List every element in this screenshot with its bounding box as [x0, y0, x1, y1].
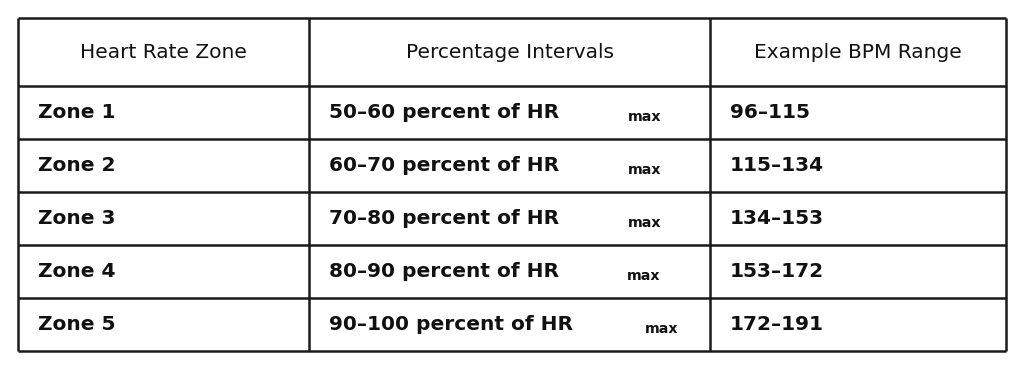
Text: 80–90 percent of HR: 80–90 percent of HR [330, 262, 559, 281]
Text: Zone 5: Zone 5 [38, 315, 116, 334]
Text: Zone 2: Zone 2 [38, 156, 116, 175]
Text: Percentage Intervals: Percentage Intervals [406, 43, 613, 62]
Text: 172–191: 172–191 [729, 315, 823, 334]
Text: 96–115: 96–115 [729, 103, 810, 122]
Text: Zone 3: Zone 3 [38, 209, 116, 228]
Text: 115–134: 115–134 [729, 156, 823, 175]
Text: Zone 1: Zone 1 [38, 103, 116, 122]
Text: max: max [628, 110, 660, 124]
Text: Heart Rate Zone: Heart Rate Zone [80, 43, 247, 62]
Text: 60–70 percent of HR: 60–70 percent of HR [330, 156, 559, 175]
Text: Example BPM Range: Example BPM Range [754, 43, 962, 62]
Text: max: max [628, 269, 660, 283]
Text: max: max [645, 322, 679, 336]
Text: 153–172: 153–172 [729, 262, 823, 281]
Text: max: max [628, 216, 660, 230]
Text: 70–80 percent of HR: 70–80 percent of HR [330, 209, 559, 228]
Text: max: max [628, 163, 660, 177]
Text: 134–153: 134–153 [729, 209, 823, 228]
Text: 90–100 percent of HR: 90–100 percent of HR [330, 315, 573, 334]
Text: 50–60 percent of HR: 50–60 percent of HR [330, 103, 559, 122]
Text: Zone 4: Zone 4 [38, 262, 116, 281]
